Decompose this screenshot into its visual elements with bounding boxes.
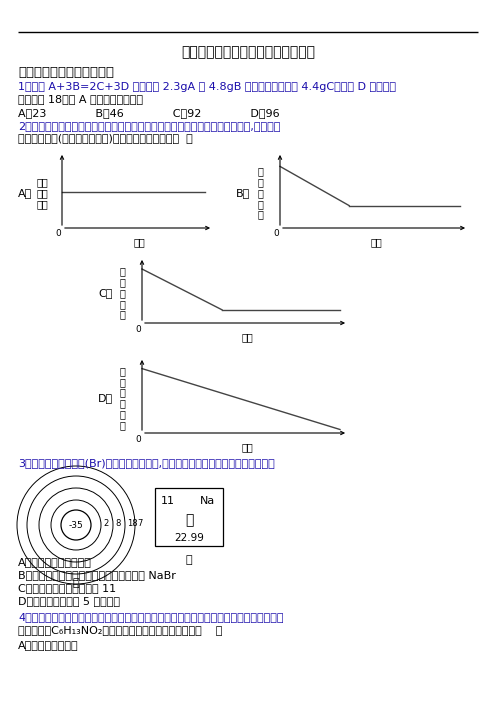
- Circle shape: [61, 510, 91, 540]
- Text: 固
体
的
质
量: 固 体 的 质 量: [119, 266, 125, 319]
- Text: 2．在一密闭的容器中，一定质量的磷粉与过量的氧气在点燃的条件下充分反应,容器内各: 2．在一密闭的容器中，一定质量的磷粉与过量的氧气在点燃的条件下充分反应,容器内各: [18, 121, 280, 131]
- Text: C．乙原子的核内中子数为 11: C．乙原子的核内中子数为 11: [18, 583, 116, 593]
- Text: 重庆巴蜀中学化学上册期中化学试卷: 重庆巴蜀中学化学上册期中化学试卷: [181, 45, 315, 59]
- Text: 7: 7: [137, 519, 142, 527]
- Text: 0: 0: [273, 230, 279, 239]
- Text: 时间: 时间: [241, 332, 253, 342]
- Text: 0: 0: [55, 230, 61, 239]
- Text: D．甲原子核外共有 5 个电子层: D．甲原子核外共有 5 个电子层: [18, 596, 120, 606]
- Text: A．亮氨酸是氧化物: A．亮氨酸是氧化物: [18, 640, 79, 650]
- Text: 4．豆腐是人们喜爱的食物，营养丰富，能为人体提供所需的多种氨基酸，其中含量最多的: 4．豆腐是人们喜爱的食物，营养丰富，能为人体提供所需的多种氨基酸，其中含量最多的: [18, 612, 284, 622]
- Text: A．23              B．46              C．92              D．96: A．23 B．46 C．92 D．96: [18, 108, 280, 118]
- Text: 时间: 时间: [241, 442, 253, 452]
- Text: 乙: 乙: [186, 555, 192, 565]
- Text: A．: A．: [18, 188, 32, 198]
- Text: 18: 18: [127, 519, 137, 527]
- Text: 甲: 甲: [73, 578, 79, 588]
- Text: 1．已知 A+3B=2C+3D 中，已知 2.3gA 跟 4.8gB 恰好完全反应生成 4.4gC，又知 D 的相对分: 1．已知 A+3B=2C+3D 中，已知 2.3gA 跟 4.8gB 恰好完全反…: [18, 82, 396, 92]
- Text: C．: C．: [98, 288, 113, 298]
- Text: A．甲元素属于金属元素: A．甲元素属于金属元素: [18, 557, 92, 567]
- Text: B．: B．: [236, 188, 250, 198]
- Text: 0: 0: [135, 435, 141, 444]
- Text: 2: 2: [103, 519, 108, 527]
- Text: B．甲、乙两种元素形成化合物的化学式是 NaBr: B．甲、乙两种元素形成化合物的化学式是 NaBr: [18, 570, 176, 580]
- Text: 一、选择题（增优题较难）: 一、选择题（增优题较难）: [18, 65, 114, 79]
- Text: 时间: 时间: [370, 237, 382, 247]
- Text: 气体
的分
子数: 气体 的分 子数: [36, 177, 48, 208]
- Text: Na: Na: [200, 496, 215, 506]
- Text: D．: D．: [98, 393, 113, 403]
- Bar: [155, 488, 223, 546]
- Text: 子质量为 18，则 A 的相对分子质量为: 子质量为 18，则 A 的相对分子质量为: [18, 94, 143, 104]
- Text: 3．如图所示，甲是溴(Br)的原子结构示意图,乙摘自元素周期表。下列说法正确的是: 3．如图所示，甲是溴(Br)的原子结构示意图,乙摘自元素周期表。下列说法正确的是: [18, 458, 275, 468]
- Text: 22.99: 22.99: [174, 533, 204, 543]
- Text: 钠: 钠: [185, 513, 193, 527]
- Text: 0: 0: [135, 324, 141, 333]
- Text: 气
体
的
质
量: 气 体 的 质 量: [257, 166, 263, 220]
- Text: 8: 8: [115, 519, 121, 527]
- Text: 相关量与时间(从反应开始计时)的对应关系正确的是（  ）: 相关量与时间(从反应开始计时)的对应关系正确的是（ ）: [18, 133, 193, 143]
- Text: 是亮氨酸（C₆H₁₃NO₂），关于亮氨酸的说法正确的是（    ）: 是亮氨酸（C₆H₁₃NO₂），关于亮氨酸的说法正确的是（ ）: [18, 625, 222, 635]
- Text: 物
质
的
总
质
量: 物 质 的 总 质 量: [119, 366, 125, 430]
- Text: 时间: 时间: [133, 237, 145, 247]
- Text: -35: -35: [68, 520, 83, 529]
- Text: 11: 11: [161, 496, 175, 506]
